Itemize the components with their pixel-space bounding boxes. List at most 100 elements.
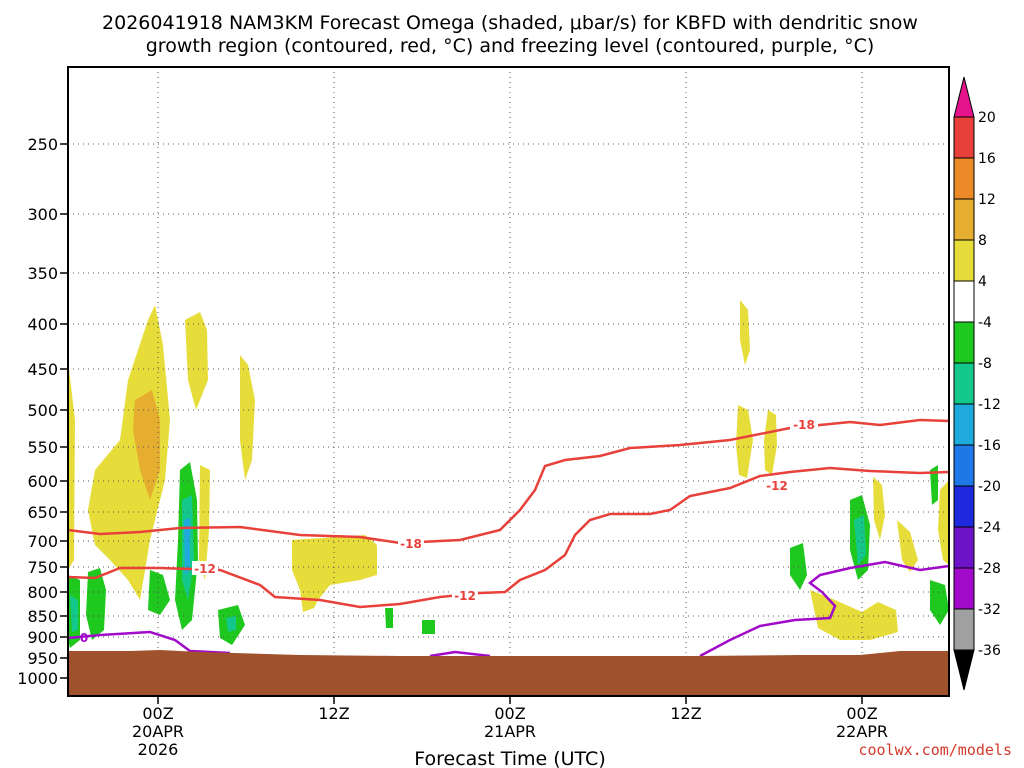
colorbar-label: 4	[978, 274, 987, 290]
y-tick-label: 250	[27, 135, 58, 154]
y-axis	[60, 143, 68, 679]
omega-positive-region	[68, 360, 75, 570]
omega-positive-region	[938, 480, 949, 565]
omega-positive-region	[88, 305, 170, 600]
colorbar-label: 20	[978, 110, 996, 126]
x-tick-label: 12Z	[318, 704, 349, 723]
colorbar-band	[953, 116, 975, 159]
colorbar-label: -32	[978, 602, 1001, 618]
x-tick-labels: 00Z 20APR 2026 12Z 00Z 21APR 12Z 00Z 22A…	[132, 704, 888, 759]
y-tick-label: 900	[27, 628, 58, 647]
colorbar-band	[953, 362, 975, 405]
contour-label-minus-12: -12	[766, 479, 788, 493]
colorbar-band	[953, 608, 975, 651]
colorbar-band	[953, 239, 975, 282]
x-tick-label: 00Z	[846, 704, 877, 723]
colorbar-band	[953, 280, 975, 323]
y-tick-label: 950	[27, 649, 58, 668]
y-tick-label: 300	[27, 205, 58, 224]
colorbar-label: 16	[978, 151, 996, 167]
y-tick-label: 350	[27, 264, 58, 283]
omega-positive-region	[873, 477, 885, 540]
omega-positive-region	[199, 465, 210, 580]
contour-zero	[699, 560, 950, 658]
colorbar-label: -12	[978, 397, 1001, 413]
dgz-contour-labels: -18 -18 -12 -12 -12	[192, 418, 818, 603]
y-tick-label: 400	[27, 315, 58, 334]
colorbar	[953, 76, 975, 691]
terrain	[68, 650, 949, 696]
colorbar-label: -4	[978, 315, 992, 331]
omega-positive-region	[185, 312, 208, 410]
omega-positive-region	[240, 355, 255, 480]
colorbar-label: -24	[978, 520, 1001, 536]
y-tick-label: 600	[27, 472, 58, 491]
colorbar-band	[953, 444, 975, 487]
omega-positive-region	[133, 390, 160, 500]
x-tick-label: 12Z	[670, 704, 701, 723]
x-tick-sublabel: 22APR	[836, 722, 888, 741]
plot-frame	[67, 66, 950, 697]
contour-label-minus-12: -12	[454, 589, 476, 603]
chart-title-line-2: growth region (contoured, red, °C) and f…	[146, 35, 875, 57]
plot-area: -18 -18 -12 -12 -12 0	[67, 66, 950, 697]
freezing-level-contours	[67, 560, 950, 658]
omega-negative-region	[226, 616, 236, 632]
contour-label-minus-18: -18	[400, 537, 422, 551]
y-tick-label: 800	[27, 583, 58, 602]
contour-label-minus-12: -12	[194, 562, 216, 576]
colorbar-top-arrow	[953, 76, 975, 118]
x-axis	[157, 696, 863, 704]
omega-positive-region	[292, 535, 377, 612]
colorbar-label: -36	[978, 643, 1001, 659]
omega-positive-region	[764, 410, 777, 475]
contour-label-minus-18: -18	[793, 418, 815, 432]
colorbar-label: -20	[978, 479, 1001, 495]
y-tick-label: 850	[27, 607, 58, 626]
y-tick-label: 750	[27, 558, 58, 577]
x-tick-sublabel: 2026	[138, 740, 179, 759]
omega-negative-region	[854, 515, 866, 565]
colorbar-band	[953, 485, 975, 528]
credit-text: coolwx.com/models	[858, 741, 1012, 759]
colorbar-label: -28	[978, 561, 1001, 577]
omega-negative-region	[422, 620, 435, 634]
colorbar-band	[953, 157, 975, 200]
omega-negative-region	[385, 608, 393, 628]
y-tick-label: 650	[27, 503, 58, 522]
colorbar-bottom-arrow	[953, 649, 975, 691]
x-axis-label: Forecast Time (UTC)	[414, 748, 605, 768]
omega-positive-region	[736, 405, 753, 478]
y-tick-label: 550	[27, 438, 58, 457]
y-tick-label: 450	[27, 360, 58, 379]
plot-background	[68, 67, 949, 696]
omega-positive-region	[740, 300, 750, 365]
contour-label-zero: 0	[80, 631, 88, 645]
x-tick-sublabel: 20APR	[132, 722, 184, 741]
colorbar-band	[953, 403, 975, 446]
x-tick-label: 00Z	[494, 704, 525, 723]
y-tick-label: 1000	[17, 669, 58, 688]
omega-negative-region	[930, 580, 949, 625]
contour-minus-12	[67, 466, 950, 609]
x-tick-label: 00Z	[142, 704, 173, 723]
omega-shading	[68, 300, 949, 648]
colorbar-band	[953, 198, 975, 241]
colorbar-band	[953, 567, 975, 610]
y-tick-label: 500	[27, 401, 58, 420]
contour-zero	[429, 650, 491, 658]
contour-zero	[67, 630, 231, 655]
colorbar-labels: 20 16 12 8 4 -4 -8 -12 -16 -20 -24 -28 -…	[978, 110, 1001, 659]
omega-positive-region	[897, 520, 918, 572]
colorbar-band	[953, 321, 975, 364]
colorbar-label: 12	[978, 192, 996, 208]
chart-title-line-1: 2026041918 NAM3KM Forecast Omega (shaded…	[102, 12, 918, 34]
omega-negative-region	[86, 568, 106, 640]
colorbar-band	[953, 526, 975, 569]
colorbar-label: -16	[978, 438, 1001, 454]
x-tick-sublabel: 21APR	[484, 722, 536, 741]
y-tick-label: 700	[27, 532, 58, 551]
y-tick-labels: 250 300 350 400 450 500 550 600 650 700 …	[17, 135, 58, 688]
omega-negative-region	[70, 595, 78, 632]
